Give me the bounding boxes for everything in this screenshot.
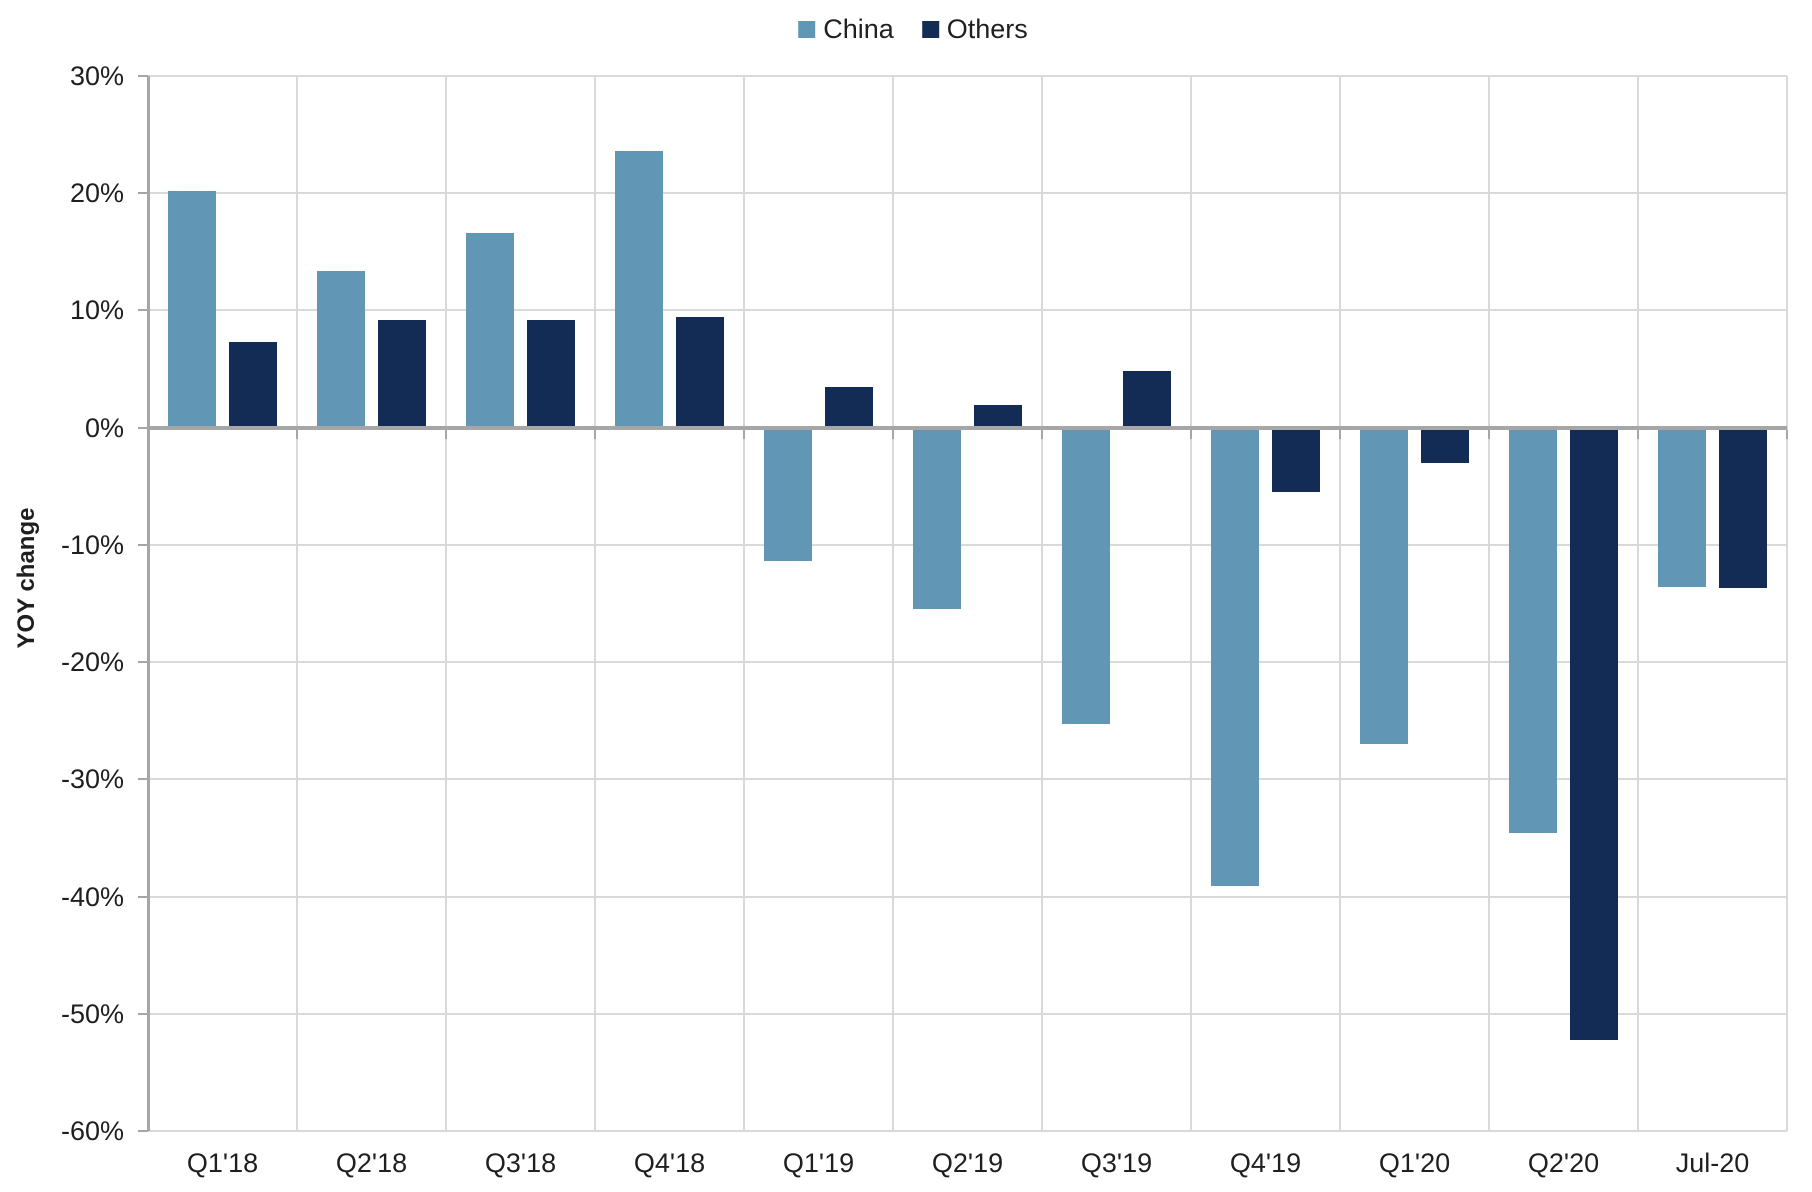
bar-china-q2-19: [913, 427, 961, 610]
x-gridline: [594, 76, 596, 1131]
bar-china-q4-19: [1211, 427, 1259, 886]
bar-china-q3-19: [1062, 427, 1110, 725]
x-tick-mark: [1488, 429, 1490, 439]
x-gridline: [743, 76, 745, 1131]
x-category-label: Q3'19: [1080, 1148, 1153, 1178]
y-tick-label: 10%: [69, 295, 124, 326]
x-category-label: Q1'18: [186, 1148, 259, 1178]
x-gridline: [445, 76, 447, 1131]
x-tick-mark: [147, 429, 149, 439]
bar-others-q2-18: [378, 319, 426, 428]
x-category-label: Q1'19: [782, 1148, 855, 1178]
bar-others-q1-18: [229, 342, 277, 428]
bar-china-q3-18: [466, 233, 514, 428]
y-gridline: [148, 1012, 1787, 1015]
x-category-label: Q3'18: [484, 1148, 557, 1178]
legend-label-others: Others: [946, 14, 1028, 44]
zero-axis-line: [147, 425, 1787, 430]
y-gridline: [148, 1130, 1787, 1132]
legend-item-china: China: [798, 14, 894, 45]
x-tick-mark: [892, 429, 894, 439]
y-gridline: [148, 309, 1787, 312]
y-tick-mark: [138, 75, 148, 77]
bar-others-q4-18: [676, 317, 724, 428]
bar-others-q1-19: [825, 386, 873, 428]
bar-others-jul-20: [1719, 427, 1767, 589]
x-tick-mark: [594, 429, 596, 439]
y-axis-line: [147, 76, 150, 1131]
y-gridline: [148, 661, 1787, 664]
y-tick-mark: [138, 192, 148, 195]
x-tick-mark: [445, 429, 447, 439]
y-tick-mark: [138, 1130, 148, 1132]
x-gridline: [1786, 76, 1788, 1131]
legend-swatch-others: [921, 21, 939, 38]
y-tick-mark: [138, 426, 148, 429]
bar-others-q4-19: [1272, 427, 1320, 493]
x-tick-mark: [1041, 429, 1043, 439]
y-gridline: [148, 543, 1787, 546]
x-tick-mark: [1190, 429, 1192, 439]
y-gridline: [148, 778, 1787, 781]
y-gridline: [148, 895, 1787, 898]
y-tick-label: -60%: [60, 1116, 124, 1146]
bar-others-q2-19: [974, 405, 1022, 428]
y-tick-mark: [138, 1012, 148, 1015]
x-gridline: [1488, 76, 1490, 1131]
bar-china-q1-20: [1360, 427, 1408, 745]
x-tick-mark: [1339, 429, 1341, 439]
legend-swatch-china: [798, 21, 816, 38]
x-category-label: Q2'19: [931, 1148, 1004, 1178]
x-gridline: [1339, 76, 1341, 1131]
y-tick-mark: [138, 309, 148, 312]
x-category-label: Q1'20: [1378, 1148, 1451, 1178]
y-gridline: [148, 192, 1787, 195]
y-tick-label: -50%: [60, 998, 124, 1029]
y-tick-label: -40%: [60, 881, 124, 912]
x-category-label: Q2'20: [1527, 1148, 1600, 1178]
x-category-label: Q2'18: [335, 1148, 408, 1178]
legend: China Others: [798, 14, 1028, 45]
x-gridline: [892, 76, 894, 1131]
x-category-label: Jul-20: [1675, 1148, 1750, 1178]
x-tick-mark: [296, 429, 298, 439]
x-gridline: [1190, 76, 1192, 1131]
bar-china-q1-19: [764, 427, 812, 562]
bar-others-q2-20: [1570, 427, 1618, 1040]
x-category-label: Q4'19: [1229, 1148, 1302, 1178]
y-tick-label: 20%: [69, 178, 124, 209]
bar-others-q1-20: [1421, 427, 1469, 463]
y-tick-label: 30%: [69, 61, 124, 91]
y-tick-mark: [138, 895, 148, 898]
bar-china-q2-20: [1509, 427, 1557, 834]
bar-china-q1-18: [168, 190, 216, 428]
y-tick-label: -20%: [60, 647, 124, 678]
x-tick-mark: [743, 429, 745, 439]
y-tick-label: -30%: [60, 764, 124, 795]
bar-china-q4-18: [615, 151, 663, 428]
legend-label-china: China: [823, 14, 894, 44]
y-tick-label: -10%: [60, 529, 124, 560]
bar-china-q2-18: [317, 270, 365, 428]
bar-others-q3-18: [527, 319, 575, 428]
x-tick-mark: [1637, 429, 1639, 439]
bar-others-q3-19: [1123, 371, 1171, 428]
y-tick-mark: [138, 661, 148, 664]
x-tick-mark: [1786, 429, 1788, 439]
x-gridline: [1041, 76, 1043, 1131]
bar-china-jul-20: [1658, 427, 1706, 588]
y-tick-mark: [138, 778, 148, 781]
y-tick-mark: [138, 543, 148, 546]
x-gridline: [1637, 76, 1639, 1131]
legend-item-others: Others: [921, 14, 1028, 45]
x-gridline: [296, 76, 298, 1131]
x-category-label: Q4'18: [633, 1148, 706, 1178]
y-tick-label: 0%: [84, 412, 124, 443]
y-gridline: [148, 75, 1787, 77]
